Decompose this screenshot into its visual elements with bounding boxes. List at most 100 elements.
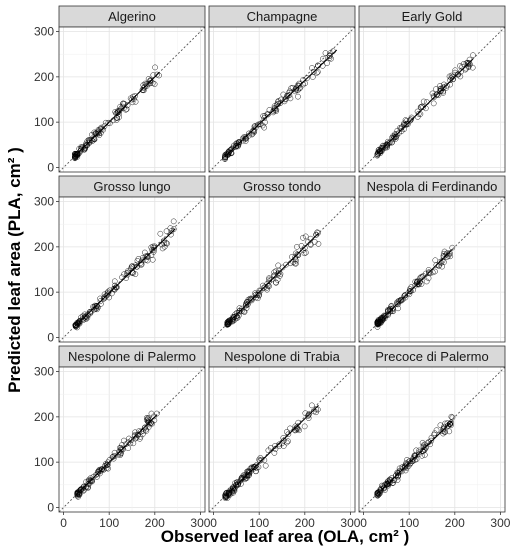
data-point bbox=[140, 87, 146, 94]
data-point bbox=[377, 490, 383, 496]
data-point bbox=[315, 240, 322, 247]
data-point bbox=[85, 478, 92, 484]
data-point bbox=[301, 250, 308, 257]
facet-panel: Early Gold bbox=[358, 5, 506, 173]
data-point bbox=[131, 432, 138, 438]
data-point bbox=[430, 100, 437, 107]
data-point bbox=[300, 247, 306, 253]
data-point bbox=[145, 76, 152, 82]
data-point bbox=[439, 263, 445, 270]
data-point bbox=[103, 292, 110, 299]
data-point bbox=[275, 262, 282, 269]
facet-panel: Champagne bbox=[208, 5, 356, 173]
data-point bbox=[130, 93, 136, 100]
data-point bbox=[76, 320, 83, 326]
data-point bbox=[439, 85, 446, 92]
y-tick-label: 200 bbox=[34, 70, 54, 84]
data-point bbox=[272, 106, 279, 113]
data-point bbox=[433, 86, 439, 92]
data-point bbox=[464, 60, 471, 66]
data-point bbox=[265, 447, 272, 454]
data-point bbox=[313, 70, 320, 76]
data-point bbox=[230, 313, 237, 320]
data-point bbox=[86, 480, 93, 487]
data-point bbox=[111, 286, 118, 292]
data-point bbox=[450, 76, 456, 83]
data-point bbox=[395, 301, 401, 308]
data-point bbox=[262, 283, 268, 290]
data-point bbox=[398, 468, 405, 475]
data-point bbox=[161, 243, 168, 250]
panel-border bbox=[208, 26, 356, 173]
facet-label: Nespola di Ferdinando bbox=[367, 179, 498, 194]
data-point bbox=[159, 245, 166, 252]
data-point bbox=[128, 437, 135, 443]
data-point bbox=[417, 104, 424, 110]
y-tick-labels: 0 100 200 300 0 100 200 300 0 100 200 300 bbox=[34, 25, 59, 514]
data-point bbox=[399, 296, 406, 303]
data-point bbox=[101, 295, 108, 301]
data-point bbox=[466, 60, 473, 66]
panel-border bbox=[208, 196, 356, 343]
data-point bbox=[233, 310, 240, 316]
data-point bbox=[134, 257, 141, 264]
data-point bbox=[252, 463, 259, 470]
data-point bbox=[242, 135, 249, 142]
data-point bbox=[249, 295, 256, 302]
data-point bbox=[385, 481, 392, 488]
data-point bbox=[262, 462, 269, 469]
data-point bbox=[384, 142, 391, 148]
data-point bbox=[284, 429, 290, 435]
data-point bbox=[276, 441, 282, 448]
data-point bbox=[229, 486, 236, 492]
facet-panel: Nespola di Ferdinando bbox=[358, 175, 506, 343]
data-point bbox=[289, 84, 296, 91]
x-tick-label: 100 bbox=[249, 516, 269, 530]
y-tick-label: 100 bbox=[34, 115, 54, 129]
data-point bbox=[397, 298, 403, 304]
data-point bbox=[225, 149, 232, 156]
data-point bbox=[443, 251, 450, 258]
data-point bbox=[117, 445, 123, 451]
data-point bbox=[128, 96, 135, 103]
data-point bbox=[429, 90, 436, 97]
data-point bbox=[74, 321, 81, 327]
data-point bbox=[305, 239, 311, 245]
data-point bbox=[280, 437, 287, 444]
data-point bbox=[394, 477, 401, 483]
fit-line bbox=[76, 414, 158, 495]
data-point bbox=[285, 438, 291, 445]
data-point bbox=[93, 130, 99, 137]
data-point bbox=[412, 282, 419, 289]
x-tick-label: 300 bbox=[340, 516, 360, 530]
fit-line bbox=[224, 404, 319, 497]
data-point bbox=[123, 275, 129, 281]
data-point bbox=[264, 286, 270, 293]
data-point bbox=[244, 299, 251, 306]
data-point bbox=[287, 425, 293, 432]
y-tick-label: 100 bbox=[34, 455, 54, 469]
data-point bbox=[398, 125, 404, 132]
data-point bbox=[382, 312, 388, 319]
data-point bbox=[470, 52, 476, 59]
data-point bbox=[425, 275, 432, 282]
data-point bbox=[324, 60, 330, 67]
data-point bbox=[253, 291, 259, 298]
facet-panel: Nespolone di Palermo bbox=[58, 345, 206, 513]
data-point bbox=[222, 154, 228, 161]
data-point bbox=[313, 231, 320, 238]
data-point bbox=[235, 139, 242, 146]
data-point bbox=[147, 77, 154, 84]
facet-label: Algerino bbox=[108, 9, 156, 24]
data-point bbox=[280, 435, 287, 441]
data-point bbox=[320, 55, 326, 62]
facet-label: Early Gold bbox=[402, 9, 463, 24]
data-point bbox=[111, 278, 118, 285]
data-point bbox=[384, 140, 391, 147]
data-point bbox=[422, 444, 429, 451]
data-point bbox=[115, 451, 122, 458]
data-point bbox=[148, 244, 155, 251]
data-point bbox=[322, 50, 329, 56]
data-point bbox=[113, 117, 120, 123]
data-point bbox=[97, 298, 104, 304]
